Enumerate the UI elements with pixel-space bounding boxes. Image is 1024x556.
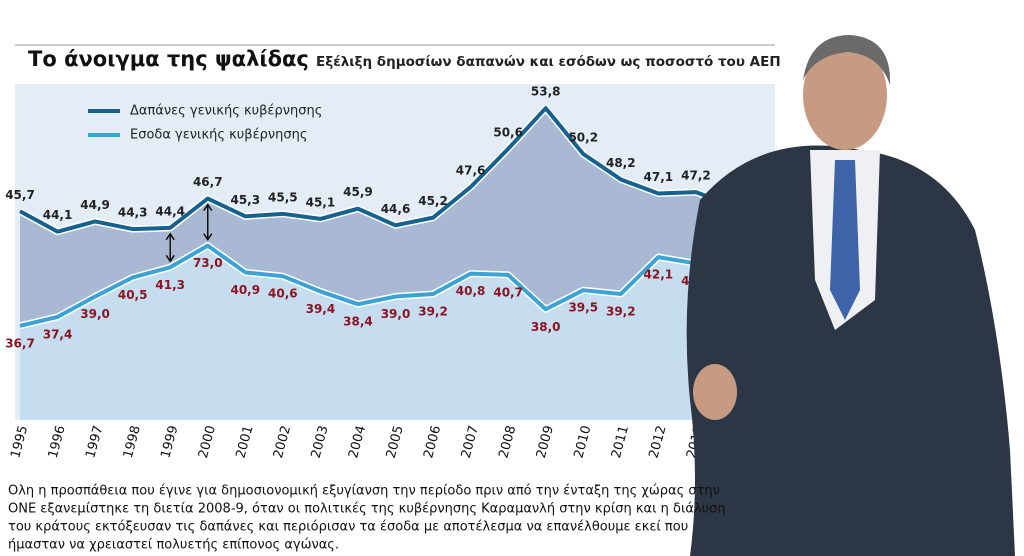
value-label: 45,3 [230,193,260,207]
x-tick-label: 2003 [309,424,332,460]
value-label: 39,0 [80,307,110,321]
caption-line: του κράτους εκτόξευσαν τις δαπάνες και π… [8,520,688,535]
x-tick-label: 2009 [534,424,557,460]
area [20,245,771,420]
value-label: 39,0 [381,307,411,321]
x-tick-label: 2005 [384,424,407,460]
value-label: 38,4 [343,315,373,329]
value-label: 44,9 [80,198,110,212]
x-tick-label: 2008 [496,424,519,460]
x-tick-label: 2000 [196,424,219,460]
x-tick-label: 2002 [271,424,294,460]
value-label: 39,2 [606,305,636,319]
value-label: 41,3 [155,278,185,292]
value-label: 46,7 [193,175,223,189]
x-tick-label: 2007 [459,424,482,460]
value-label: 38,0 [531,320,561,334]
x-tick-label: 2011 [609,424,632,460]
x-tick-label: 1999 [158,424,181,460]
x-tick-label: 2004 [346,424,369,460]
x-tick-label: 2006 [421,424,444,460]
value-label: 47,6 [456,164,486,178]
value-label: 40,7 [493,285,523,299]
value-label: 45,7 [5,188,35,202]
value-label: 44,1 [43,208,73,222]
gap-arrow-head [165,232,175,263]
caption-line: ΟΝΕ εξανεμίστηκε τη διετία 2008-9, όταν … [8,502,726,517]
x-tick-label: 2001 [233,424,256,460]
value-label: 44,3 [118,206,148,220]
x-tick-label: 1998 [121,424,144,460]
legend-label: Εσοδα γενικής κυβέρνησης [130,128,307,143]
value-label: 73,0 [193,256,223,270]
photo [686,35,1015,556]
value-label: 47,2 [681,169,711,183]
caption-line: ήμασταν να χρειαστεί πολυετής επίπονος α… [8,538,339,553]
line [19,243,773,328]
x-tick-label: 2010 [571,424,594,460]
value-label: 40,6 [268,287,298,301]
value-label: 44,4 [155,204,185,218]
chart-subtitle: Εξέλιξη δημοσίων δαπανών και εσόδων ως π… [316,54,781,70]
value-label: 50,2 [568,131,598,145]
value-label: 45,1 [306,195,336,209]
value-label: 40,8 [456,284,486,298]
legend-label: Δαπάνες γενικής κυβέρνησης [130,104,322,119]
value-label: 50,6 [493,125,523,139]
value-label: 45,2 [418,194,448,208]
value-label: 36,7 [5,336,35,350]
value-label: 45,5 [268,190,298,204]
value-label: 44,6 [381,202,411,216]
value-label: 37,4 [43,327,73,341]
gap-arrow-head [203,203,213,241]
value-label: 39,4 [306,302,336,316]
value-label: 39,2 [418,305,448,319]
chart-title: Το άνοιγμα της ψαλίδας [28,47,309,71]
line [19,106,773,238]
value-label: 42,1 [644,268,674,282]
x-tick-label: 1997 [83,424,106,460]
value-label: 53,8 [531,85,561,99]
value-label: 48,2 [606,156,636,170]
x-tick-label: 1995 [8,424,31,460]
value-label: 39,5 [568,301,598,315]
value-label: 45,9 [343,185,373,199]
value-label: 40,5 [118,288,148,302]
x-tick-label: 2012 [647,424,670,460]
caption-line: Ολη η προσπάθεια που έγινε για δημοσιονο… [8,484,720,499]
x-tick-label: 1996 [46,424,69,460]
value-label: 47,1 [644,170,674,184]
value-label: 40,9 [230,283,260,297]
caption: Ολη η προσπάθεια που έγινε για δημοσιονο… [8,484,726,553]
